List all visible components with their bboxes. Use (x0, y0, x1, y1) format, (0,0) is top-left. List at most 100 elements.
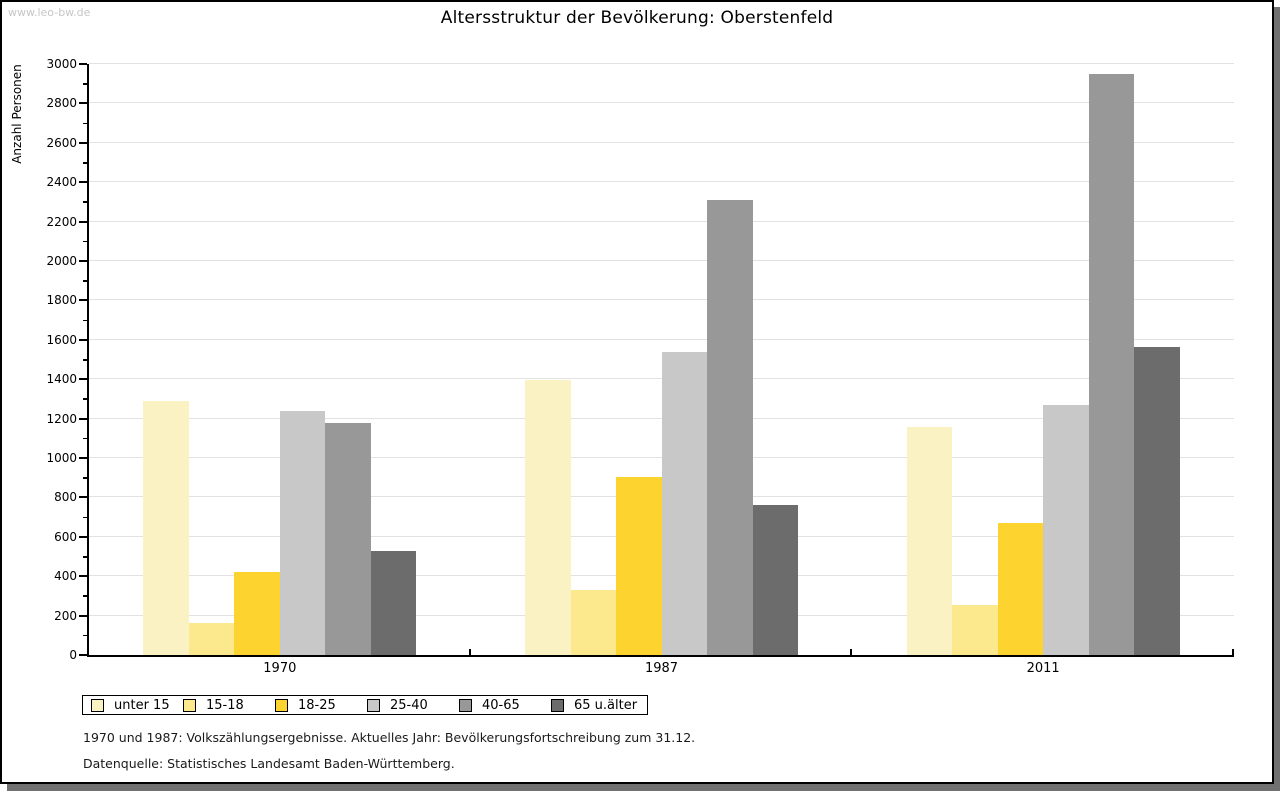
legend-label: 65 u.älter (574, 697, 638, 713)
chart-title: Altersstruktur der Bevölkerung: Obersten… (440, 8, 834, 28)
bar-65-u-lter-1970 (370, 550, 417, 655)
y-axis-minor-tick (83, 240, 87, 243)
bar-18-25-1970 (234, 572, 280, 655)
y-axis-major-tick (79, 299, 87, 302)
y-axis-major-tick (79, 378, 87, 381)
bar-15-18-2011 (952, 604, 998, 655)
y-axis-minor-tick (83, 477, 87, 479)
bar-unter-15-2011 (906, 427, 953, 655)
legend-swatch-icon (367, 698, 380, 712)
y-axis-tick-label: 2200 (46, 214, 77, 229)
legend-label: 15-18 (206, 697, 244, 713)
x-axis-category-label: 1987 (644, 661, 679, 676)
legend-item: 65 u.älter (549, 698, 641, 713)
y-axis-major-tick (79, 654, 87, 656)
bar-65-u-lter-2011 (1134, 346, 1180, 655)
y-axis-minor-tick (83, 634, 87, 637)
y-axis-tick-label: 1000 (46, 451, 77, 465)
y-axis-tick-label: 1800 (46, 293, 77, 308)
y-axis-tick-label: 1600 (46, 332, 77, 347)
y-axis-major-tick (79, 102, 87, 105)
x-axis-tick (850, 649, 852, 655)
y-axis-minor-tick (83, 437, 87, 440)
legend-item: 18-25 (273, 698, 365, 713)
legend-item: 25-40 (365, 698, 457, 713)
y-axis-tick-label: 200 (54, 608, 77, 623)
y-axis-minor-tick (83, 516, 87, 519)
y-axis-major-tick (79, 141, 87, 144)
y-axis-major-tick (79, 417, 87, 420)
gridline (89, 102, 1234, 104)
y-axis-tick-label: 2400 (46, 175, 77, 190)
bar-40-65-1987 (707, 199, 753, 655)
bar-40-65-2011 (1088, 73, 1135, 655)
bar-25-40-2011 (1043, 404, 1089, 655)
bar-65-u-lter-1987 (752, 505, 798, 655)
y-axis-tick-label: 3000 (46, 57, 77, 71)
y-axis-major-tick (79, 535, 87, 538)
y-axis-minor-tick (83, 556, 87, 558)
y-axis-minor-tick (83, 359, 87, 361)
y-axis-tick-label: 1200 (46, 411, 77, 426)
y-axis-tick-label: 2600 (46, 135, 77, 150)
legend-label: unter 15 (114, 697, 170, 713)
gridline (89, 220, 1234, 222)
legend-item: 40-65 (457, 698, 549, 713)
legend-item: 15-18 (181, 698, 273, 713)
y-axis-minor-tick (83, 398, 87, 400)
bar-15-18-1970 (188, 622, 235, 655)
legend-swatch-icon (183, 698, 196, 712)
bar-25-40-1987 (661, 351, 707, 655)
panel-shadow-right (1274, 7, 1280, 784)
gridline (89, 338, 1234, 340)
y-axis-minor-tick (83, 122, 87, 125)
y-axis-minor-tick (83, 280, 87, 282)
legend-swatch-icon (91, 698, 104, 712)
bar-15-18-1987 (570, 590, 616, 655)
legend-item: unter 15 (89, 698, 181, 713)
y-axis-tick-label: 0 (69, 648, 77, 662)
legend-label: 18-25 (298, 697, 336, 713)
y-axis-tick-label: 2800 (46, 96, 77, 111)
y-axis-tick-label: 2000 (46, 254, 77, 268)
x-axis-category-label: 2011 (1026, 661, 1060, 676)
legend-swatch-icon (551, 698, 564, 712)
y-axis-minor-tick (83, 162, 87, 164)
legend: unter 15 15-18 18-25 25-40 40-65 65 u.älter (82, 695, 649, 715)
bar-unter-15-1970 (143, 400, 189, 655)
y-axis-tick-label: 1400 (46, 372, 77, 387)
y-axis-major-tick (79, 457, 87, 459)
legend-swatch-icon (459, 698, 472, 712)
footnote-datasource: Datenquelle: Statistisches Landesamt Bad… (83, 756, 455, 771)
bar-40-65-1970 (325, 422, 371, 655)
x-axis-category-label: 1970 (263, 661, 297, 676)
y-axis-major-tick (79, 63, 87, 65)
y-axis-tick-label: 800 (54, 490, 77, 505)
y-axis-major-tick (79, 220, 87, 223)
y-axis-minor-tick (83, 201, 87, 203)
y-axis-tick-label: 600 (54, 529, 77, 544)
y-axis-major-tick (79, 260, 87, 262)
bar-18-25-1987 (616, 476, 662, 655)
gridline (89, 299, 1234, 301)
x-axis-tick (469, 649, 471, 655)
gridline (89, 63, 1234, 64)
bar-25-40-1970 (279, 410, 326, 655)
y-axis-tick-label: 400 (54, 569, 77, 584)
legend-label: 25-40 (390, 697, 428, 713)
legend-label: 40-65 (482, 697, 520, 713)
x-axis-tick (1232, 649, 1234, 655)
y-axis-major-tick (79, 181, 87, 184)
y-axis-major-tick (79, 496, 87, 499)
legend-swatch-icon (275, 698, 288, 712)
bar-unter-15-1987 (525, 380, 571, 655)
footnote-sources: 1970 und 1987: Volkszählungsergebnisse. … (83, 730, 696, 745)
y-axis-minor-tick (83, 319, 87, 322)
bar-18-25-2011 (997, 523, 1044, 655)
plot-area: 0 200 400 600 800 1000 1200 1400 1600 1800 2000 220… (46, 57, 1234, 676)
watermark: www.leo-bw.de (8, 6, 91, 19)
y-axis-minor-tick (83, 595, 87, 597)
gridline (89, 141, 1234, 143)
panel-shadow-bottom (7, 784, 1280, 791)
